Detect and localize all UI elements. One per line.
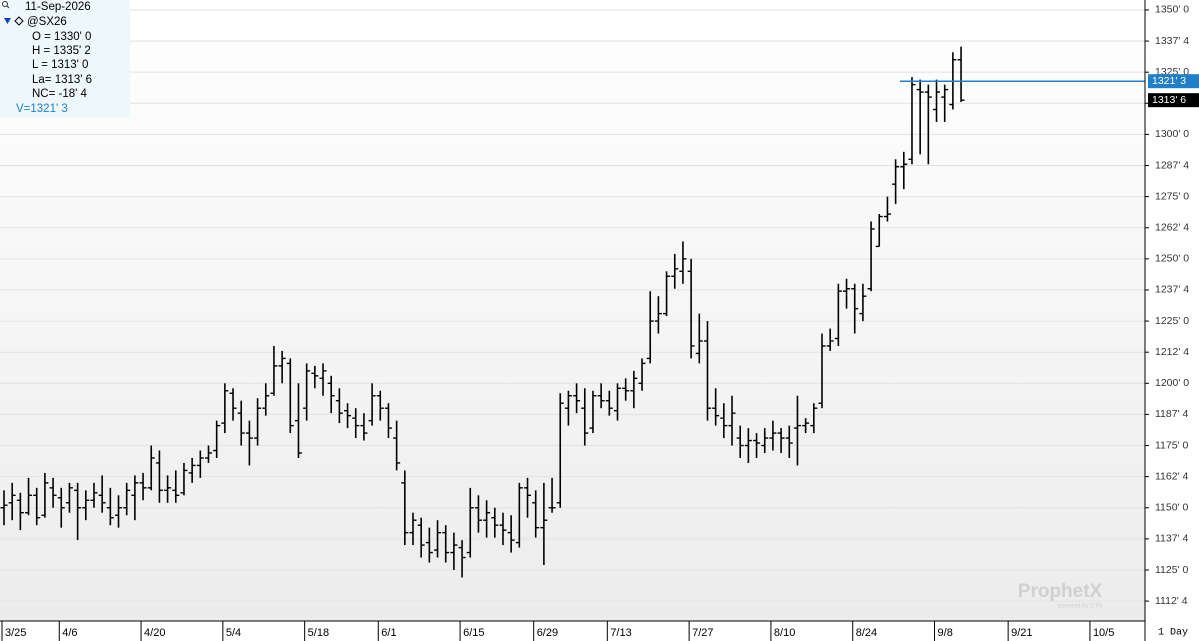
- price-marker: [1148, 93, 1199, 108]
- x-tick-label: 4/6: [62, 627, 77, 639]
- x-tick-label: 5/18: [308, 627, 329, 639]
- legend-volume: V=1321' 3: [16, 103, 68, 115]
- legend-line: NC= -18' 4: [32, 88, 88, 100]
- search-icon: [2, 1, 8, 7]
- x-tick-label: 9/8: [938, 627, 953, 639]
- y-tick-label: 1262' 4: [1155, 222, 1189, 234]
- watermark: ProphetX: [1018, 581, 1103, 602]
- x-tick-label: 6/15: [463, 627, 484, 639]
- y-tick-label: 1350' 0: [1155, 4, 1189, 16]
- legend-line: O = 1330' 0: [32, 31, 91, 43]
- y-tick-label: 1212' 4: [1155, 346, 1189, 358]
- y-tick-label: 1300' 0: [1155, 128, 1189, 140]
- x-tick-label: 8/24: [856, 627, 877, 639]
- x-tick-label: 10/5: [1093, 627, 1114, 639]
- legend-line: La= 1313' 6: [32, 74, 92, 86]
- y-tick-label: 1237' 4: [1155, 284, 1189, 296]
- x-tick-label: 6/1: [381, 627, 396, 639]
- collapse-icon: [4, 18, 11, 24]
- plot-background: [0, 0, 1145, 621]
- y-tick-label: 1250' 0: [1155, 253, 1189, 265]
- y-tick-label: 1187' 4: [1155, 408, 1189, 420]
- search-icon: [6, 5, 10, 9]
- y-tick-label: 1275' 0: [1155, 190, 1189, 202]
- x-tick-label: 9/21: [1011, 627, 1032, 639]
- price-marker: [1148, 74, 1199, 89]
- y-tick-label: 1137' 4: [1155, 533, 1189, 545]
- symbol-icon: [14, 16, 24, 26]
- x-tick-label: 3/25: [5, 627, 26, 639]
- y-tick-label: 1287' 4: [1155, 159, 1189, 171]
- y-tick-label: 1150' 0: [1155, 502, 1189, 514]
- interval-label: 1 Day: [1158, 628, 1188, 639]
- watermark-sub: powered by DTN: [1057, 604, 1102, 610]
- y-tick-label: 1112' 4: [1155, 595, 1188, 607]
- y-tick-label: 1175' 0: [1155, 439, 1189, 451]
- x-tick-label: 5/4: [226, 627, 241, 639]
- x-tick-label: 7/13: [610, 627, 631, 639]
- y-tick-label: 1125' 0: [1155, 564, 1189, 576]
- legend-line: H = 1335' 2: [32, 45, 91, 57]
- y-tick-label: 1162' 4: [1155, 470, 1189, 482]
- y-tick-label: 1225' 0: [1155, 315, 1189, 327]
- price-marker-label: 1321' 3: [1152, 75, 1186, 87]
- y-tick-label: 1337' 4: [1155, 35, 1189, 47]
- x-tick-label: 6/29: [537, 627, 558, 639]
- x-tick-label: 4/20: [144, 627, 165, 639]
- legend-line: L = 1313' 0: [32, 59, 88, 71]
- price-marker-label: 1313' 6: [1152, 94, 1186, 106]
- y-tick-label: 1200' 0: [1155, 377, 1189, 389]
- legend: 11-Sep-2026 @SX26 O = 1330' 0 H = 1335' …: [0, 0, 130, 118]
- x-tick-label: 7/27: [692, 627, 713, 639]
- x-tick-label: 8/10: [774, 627, 795, 639]
- legend-date: 11-Sep-2026: [25, 1, 91, 13]
- legend-symbol: @SX26: [27, 16, 67, 28]
